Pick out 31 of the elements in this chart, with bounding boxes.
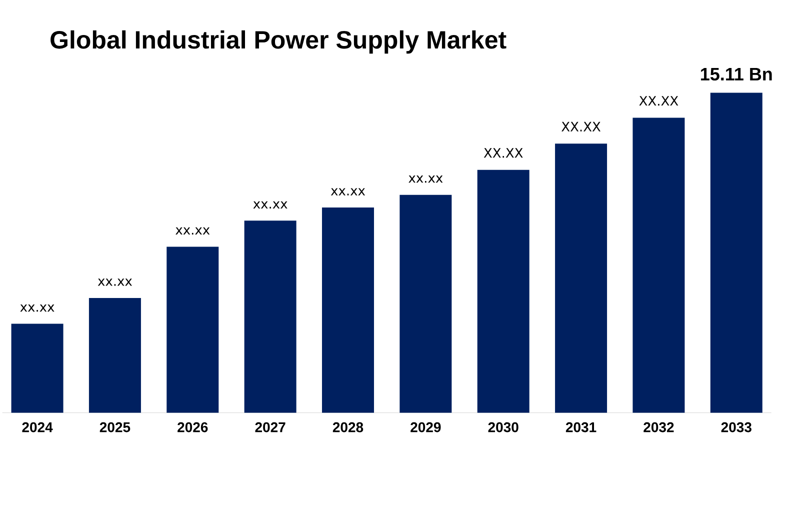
x-tick-label: 2032 (644, 422, 674, 432)
data-label: xx.xx (330, 188, 366, 196)
data-label: XX.XX (484, 148, 523, 158)
x-tick-label: 2033 (721, 422, 752, 432)
x-tick-label: 2029 (410, 422, 441, 432)
data-label: xx.xx (253, 201, 288, 208)
bar (322, 208, 374, 413)
bar (11, 324, 64, 413)
x-tick-label: 2025 (100, 422, 130, 432)
data-label: xx.xx (20, 304, 54, 312)
x-tick-label: 2031 (566, 422, 596, 432)
bar (88, 298, 141, 413)
x-tick-label: 2028 (332, 422, 364, 432)
bar (632, 118, 685, 413)
data-label: 15.11 Bn (700, 68, 772, 81)
bar (400, 194, 452, 413)
x-tick-label: 2030 (488, 422, 518, 432)
bar (555, 144, 608, 413)
data-label: xx.xx (176, 227, 210, 235)
bar (166, 246, 219, 413)
data-label: xx.xx (408, 176, 443, 183)
chart-title: Global Industrial Power Supply Market (50, 30, 506, 54)
data-label: XX.XX (562, 122, 600, 132)
bar (710, 92, 762, 413)
x-tick-label: 2024 (22, 422, 53, 432)
x-tick-label: 2026 (178, 422, 208, 432)
x-tick-label: 2027 (255, 422, 286, 432)
data-label: XX.XX (639, 96, 678, 106)
data-label: xx.xx (98, 278, 132, 286)
bar (477, 170, 530, 413)
bar (244, 220, 296, 413)
